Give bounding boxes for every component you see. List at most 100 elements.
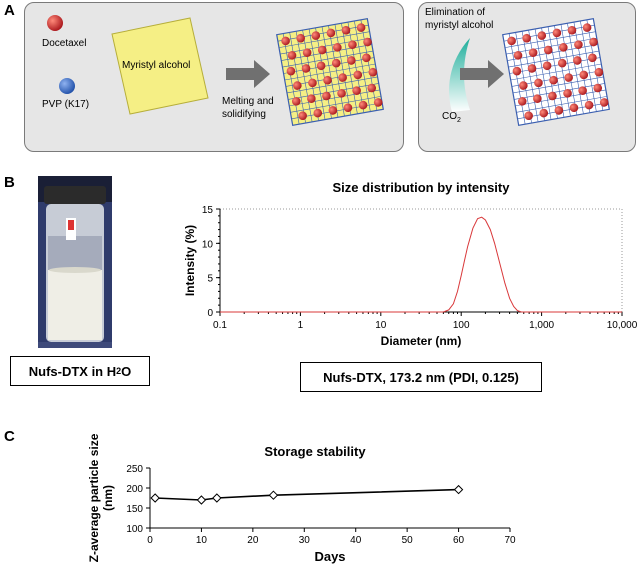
chart1-x-tick-label: 1,000 — [529, 320, 554, 331]
drug-particle-icon — [287, 51, 297, 60]
drug-particle-icon — [584, 100, 594, 110]
nanoparticle-matrix-yellow-icon — [276, 18, 384, 126]
drug-particle-icon — [539, 108, 549, 118]
chart2-data-point — [268, 490, 279, 500]
drug-particle-icon — [594, 67, 604, 77]
drug-particle-icon — [517, 97, 527, 106]
drug-particle-icon — [567, 25, 577, 35]
drug-particle-icon — [323, 75, 332, 85]
drug-particle-icon — [362, 53, 371, 63]
chart1-x-tick-label: 10 — [375, 320, 387, 331]
chart1-x-label: Diameter (nm) — [381, 334, 462, 348]
drug-particle-icon — [579, 70, 589, 80]
drug-particle-icon — [348, 40, 357, 49]
size-distribution-chart: Size distribution by intensity 0 5 10 15 0.1 1… — [183, 180, 638, 348]
chart2-data-point — [150, 493, 160, 503]
drug-particle-icon — [341, 25, 351, 35]
chart2-x-tick-label: 10 — [196, 535, 208, 546]
drug-particle-icon — [353, 70, 363, 80]
chart2-x-tick-label: 40 — [350, 535, 362, 546]
drug-particle-icon — [549, 75, 558, 85]
panel-label-a: A — [4, 2, 15, 19]
drug-particle-icon — [593, 83, 603, 93]
chart1-series-line — [443, 216, 522, 313]
chart2-y-tick-label: 250 — [126, 464, 143, 475]
drug-particle-icon — [331, 58, 341, 68]
chart1-x-tick-label: 10,000 — [607, 320, 638, 331]
drug-particle-icon — [347, 56, 356, 65]
chart1-frame — [219, 208, 623, 313]
chart1-x-tick-label: 0.1 — [213, 320, 227, 331]
chart1-x-tick-label: 100 — [453, 320, 470, 331]
drug-particle-icon — [367, 83, 377, 93]
drug-particle-icon — [286, 66, 296, 76]
drug-particle-icon — [311, 31, 321, 40]
chart2-data-point — [453, 484, 464, 495]
drug-particle-icon — [326, 28, 336, 38]
elimination-label-line2: myristyl alcohol — [425, 20, 494, 31]
drug-particle-icon — [293, 81, 302, 90]
chart2-data-point — [212, 493, 222, 503]
drug-particle-icon — [301, 64, 311, 73]
drug-particle-icon — [564, 73, 573, 82]
chart2-x-tick-label: 70 — [504, 535, 516, 546]
chart1-y-tick-label: 15 — [202, 205, 214, 216]
nanoparticle-matrix-white-icon — [502, 18, 610, 126]
drug-particle-icon — [333, 43, 342, 52]
drug-particle-icon — [507, 36, 516, 46]
drug-particle-icon — [582, 23, 592, 32]
vial-photo — [38, 176, 112, 348]
drug-particle-icon — [537, 31, 547, 40]
drug-particle-icon — [578, 86, 587, 95]
chart1-title: Size distribution by intensity — [333, 180, 511, 195]
drug-particle-icon — [522, 33, 531, 43]
myristyl-alcohol-label: Myristyl alcohol — [122, 60, 191, 71]
drug-particle-icon — [337, 89, 346, 98]
pvp-label: PVP (K17) — [42, 99, 90, 110]
drug-particle-icon — [588, 53, 597, 63]
chart2-title: Storage stability — [264, 444, 366, 459]
drug-particle-icon — [358, 100, 368, 110]
elimination-arrow-icon — [460, 60, 504, 88]
drug-particle-icon — [296, 33, 305, 43]
drug-particle-icon — [302, 48, 312, 57]
drug-particle-icon — [308, 78, 317, 88]
drug-particle-icon — [563, 89, 572, 98]
drug-particle-icon — [307, 94, 316, 103]
drug-particle-icon — [573, 56, 582, 65]
drug-particle-icon — [574, 40, 583, 49]
panel-label-c: C — [4, 428, 15, 445]
chart2-x-tick-label: 30 — [299, 535, 311, 546]
drug-particle-icon — [589, 37, 598, 47]
panel-label-b: B — [4, 174, 15, 191]
melting-label-line2: solidifying — [222, 109, 266, 120]
chart1-y-tick-label: 10 — [202, 239, 214, 250]
drug-particle-icon — [557, 58, 567, 68]
drug-particle-icon — [513, 51, 523, 60]
drug-particle-icon — [368, 67, 378, 77]
chart2-y-label: Z-average particle size(nm) — [87, 433, 115, 562]
docetaxel-label: Docetaxel — [42, 38, 87, 49]
chart1-x-tick-label: 1 — [298, 320, 304, 331]
drug-particle-icon — [548, 91, 557, 101]
chart1-y-tick-label: 5 — [207, 274, 213, 285]
drug-particle-icon — [524, 111, 533, 121]
drug-particle-icon — [322, 91, 331, 101]
drug-particle-icon — [298, 111, 307, 121]
drug-particle-icon — [552, 28, 562, 38]
drug-particle-icon — [352, 86, 361, 95]
drug-particle-icon — [363, 37, 372, 47]
drug-particle-icon — [554, 106, 564, 115]
drug-particle-icon — [343, 103, 353, 113]
drug-particle-icon — [512, 66, 522, 76]
drug-particle-icon — [569, 103, 579, 113]
process-arrow-icon — [226, 60, 270, 88]
myristyl-alcohol-block-icon — [111, 17, 209, 115]
drug-particle-icon — [599, 98, 609, 107]
co2-swoosh-icon — [449, 38, 470, 112]
co2-label: CO2 — [442, 111, 461, 124]
drug-particle-icon — [542, 61, 552, 71]
drug-particle-icon — [316, 61, 326, 71]
drug-particle-icon — [373, 98, 383, 107]
